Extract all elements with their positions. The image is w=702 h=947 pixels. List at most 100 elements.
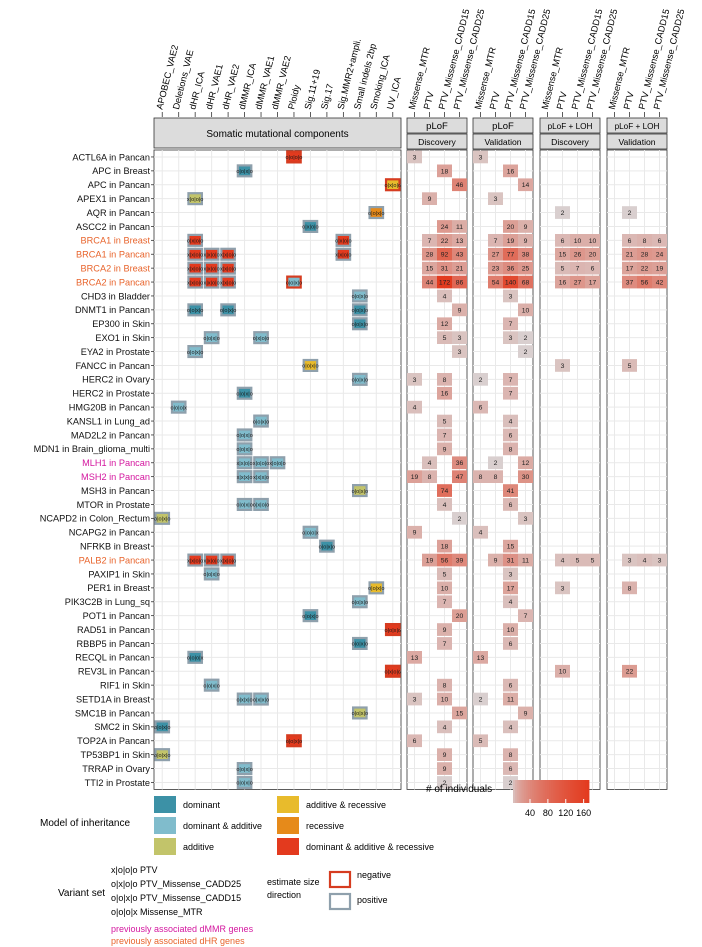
component-tile-code: o|o|o|x [302, 530, 319, 536]
row-label: HMG20B in Pancan [69, 402, 150, 412]
component-tile-fill [302, 358, 319, 372]
legend-model-swatch [277, 796, 299, 813]
count-cell [452, 345, 467, 358]
component-tile-fill [236, 692, 253, 706]
component-tile-code: o|o|x|o [319, 544, 336, 550]
component-tile-fill [302, 609, 319, 623]
count-cell [437, 748, 452, 761]
component-tile-code: x|x|o|o [220, 558, 236, 564]
component-tile-fill [352, 372, 368, 386]
component-tile-code: x|x|o|o [220, 280, 236, 286]
panel-subtitle: Discovery [551, 137, 589, 147]
count-cell [437, 234, 452, 247]
component-tile-fill [302, 219, 319, 233]
component-tile-code: o|o|x|o [203, 336, 220, 342]
component-tile-fill [368, 206, 385, 220]
component-tile: o|x|x|o [236, 692, 253, 706]
count-cell [518, 553, 533, 567]
row-label: RECQL in Pancan [75, 653, 150, 663]
count-value: 2 [443, 780, 447, 787]
count-cell [622, 206, 637, 219]
component-tile-code: o|o|x|o [154, 725, 171, 731]
component-tile: o|o|x|o [187, 303, 203, 317]
count-cell [422, 192, 437, 205]
component-tile-fill [253, 692, 269, 706]
count-value: 7 [443, 599, 447, 606]
count-cell [422, 261, 437, 275]
count-cell [437, 553, 452, 567]
colorbar-step [516, 780, 520, 803]
component-tile: o|o|x|o [352, 372, 369, 386]
count-value: 14 [522, 182, 530, 189]
count-value: 3 [509, 571, 513, 578]
legend-positive-swatch [328, 892, 352, 911]
component-tile-code: x|o|o|o [187, 197, 204, 203]
count-cell [422, 234, 437, 247]
component-tile-fill [352, 303, 368, 317]
component-tile-fill [384, 622, 401, 637]
colorbar-step [552, 780, 556, 803]
colorbar-step [556, 780, 559, 803]
row-label: MSH3 in Pancan [81, 486, 150, 496]
colorbar-tick-label: 160 [576, 808, 591, 818]
row-label: FANCC in Pancan [75, 361, 150, 371]
component-tile: o|o|x|o [203, 678, 220, 692]
component-tile-code: o|o|x|o [352, 322, 369, 328]
component-tile-code: x|x|o|o [236, 461, 252, 467]
row-label: APEX1 in Pancan [77, 194, 150, 204]
component-tile: o|o|x|o [154, 511, 171, 525]
count-value: 31 [507, 557, 515, 564]
count-cell [452, 261, 467, 275]
count-value: 92 [441, 252, 449, 259]
count-value: 13 [477, 655, 485, 662]
row-label: NCAPG2 in Pancan [69, 528, 150, 538]
colorbar-step [568, 780, 571, 803]
component-tile-code: x|x|o|o [204, 280, 220, 286]
count-cell [437, 581, 452, 595]
component-tile-code: o|o|x|o [368, 586, 385, 592]
count-value: 8 [494, 474, 498, 481]
count-cell [437, 762, 452, 775]
count-cell [503, 484, 518, 497]
panel-title: pLoF [492, 121, 514, 132]
component-tile: o|o|o|x [302, 525, 319, 539]
count-cell [570, 553, 585, 567]
count-cell [488, 261, 503, 275]
colorbar-step [545, 780, 548, 803]
colorbar-step [532, 780, 535, 803]
row-label: SMC1B in Pancan [75, 708, 150, 718]
count-value: 3 [561, 585, 565, 592]
component-tile-fill [203, 331, 220, 345]
colorbar-step [522, 780, 525, 803]
component-tile-fill [154, 511, 171, 525]
colorbar-step [526, 780, 529, 803]
count-value: 4 [509, 418, 513, 425]
component-tile-code: o|o|x|o [352, 308, 369, 314]
row-label: SMC2 in Skin [94, 722, 150, 732]
panel-strip-title [472, 117, 534, 134]
count-value: 39 [456, 557, 464, 564]
component-tile-fill [187, 247, 204, 261]
count-cell [503, 247, 518, 261]
component-tile-fill [203, 567, 220, 581]
legend-note-dhr: previously associated dHR genes [111, 936, 245, 946]
component-tile: x|x|o|o [204, 261, 220, 275]
count-cell [407, 651, 422, 664]
count-value: 2 [458, 516, 462, 523]
component-tile-code: o|o|x|o [253, 419, 270, 425]
count-value: 5 [561, 266, 565, 273]
component-tile-code: o|o|x|o [352, 378, 369, 384]
count-value: 86 [456, 279, 464, 286]
count-value: 15 [559, 252, 567, 259]
count-cell [473, 150, 488, 164]
count-cell [518, 275, 533, 289]
count-cell [585, 553, 600, 567]
count-value: 15 [507, 544, 515, 551]
row-label: RBBP5 in Pancan [76, 639, 150, 649]
count-cell [637, 261, 652, 275]
count-value: 23 [492, 266, 500, 273]
count-cell [503, 498, 518, 511]
count-value: 8 [479, 474, 483, 481]
row-label: TTI2 in Prostate [85, 778, 150, 788]
